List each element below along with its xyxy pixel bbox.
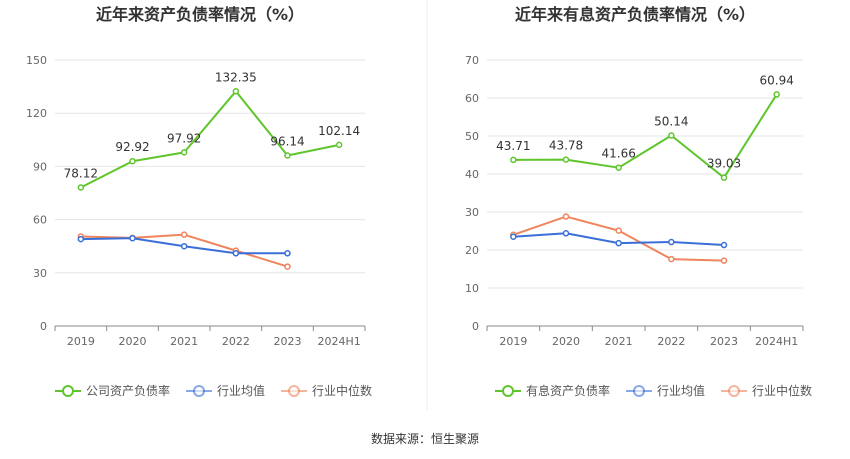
data-point: [668, 255, 675, 263]
data-point: [562, 230, 570, 237]
data-label: 96.14: [270, 135, 304, 149]
series-line: [513, 215, 725, 262]
data-point: [615, 164, 622, 171]
y-tick-label: 50: [465, 130, 479, 143]
data-point: [129, 157, 136, 165]
chart-title: 近年来资产负债率情况（%）: [96, 5, 304, 24]
data-point: [668, 132, 675, 139]
data-point: [232, 250, 240, 257]
data-point: [335, 141, 343, 149]
data-point: [284, 152, 291, 159]
y-tick-label: 0: [472, 320, 479, 333]
x-tick-label: 2021: [170, 335, 198, 348]
data-point: [720, 174, 728, 181]
legend-marker: [193, 385, 205, 397]
y-tick-label: 70: [465, 54, 479, 67]
legend-label: 行业中位数: [312, 383, 372, 398]
data-point: [615, 227, 622, 234]
series-line: [80, 90, 340, 189]
data-point: [615, 239, 622, 247]
data-point: [77, 184, 85, 191]
data-label: 97.92: [167, 131, 201, 145]
y-tick-label: 0: [40, 320, 47, 333]
data-point: [510, 156, 517, 164]
legend-marker: [728, 385, 740, 397]
x-tick-label: 2022: [222, 335, 250, 348]
legend-marker: [502, 385, 514, 397]
data-label: 39.03: [707, 157, 741, 171]
y-tick-label: 40: [465, 168, 479, 181]
series-line: [513, 93, 778, 179]
x-tick-label: 2024H1: [318, 335, 361, 348]
y-tick-label: 150: [26, 54, 47, 67]
data-point: [720, 241, 728, 249]
legend-label: 行业均值: [657, 383, 705, 398]
data-label: 60.94: [759, 73, 793, 87]
legend-marker: [288, 385, 300, 397]
y-tick-label: 30: [465, 206, 479, 219]
data-point: [77, 235, 85, 243]
source-note: 数据来源：恒生聚源: [371, 431, 479, 446]
chart-debt-ratio: 近年来资产负债率情况（%） 0 30 60 90 120 150 2019 2020 2021 20…: [26, 5, 372, 398]
y-tick-label: 120: [26, 107, 47, 120]
x-tick-label: 2020: [552, 335, 580, 348]
legend-marker: [62, 385, 74, 397]
data-point: [562, 156, 570, 163]
data-point: [562, 213, 570, 220]
x-tick-label: 2024H1: [755, 335, 798, 348]
x-tick-label: 2020: [119, 335, 147, 348]
data-label: 102.14: [318, 124, 360, 138]
data-label: 78.12: [64, 166, 98, 180]
data-label: 132.35: [215, 70, 257, 84]
x-tick-label: 2021: [605, 335, 633, 348]
data-label: 41.66: [601, 147, 635, 161]
data-point: [284, 263, 291, 270]
y-tick-label: 20: [465, 244, 479, 257]
data-point: [180, 242, 188, 250]
data-point: [510, 233, 517, 240]
x-tick-label: 2023: [710, 335, 738, 348]
legend-label: 公司资产负债率: [86, 383, 170, 398]
data-point: [180, 149, 188, 156]
data-point: [668, 238, 675, 246]
data-label: 92.92: [115, 140, 149, 154]
data-point: [773, 91, 780, 98]
x-tick-label: 2019: [67, 335, 95, 348]
chart-interest-bearing-debt-ratio: 近年来有息资产负债率情况（%） 0 10 20 30 40 50 60 70 2019 2020 20…: [465, 5, 812, 398]
data-label: 50.14: [654, 114, 688, 128]
data-point: [232, 88, 240, 95]
y-tick-label: 60: [33, 214, 47, 227]
data-point: [720, 257, 728, 264]
y-tick-label: 90: [33, 160, 47, 173]
legend-marker: [633, 385, 645, 397]
data-point: [284, 250, 291, 257]
data-label: 43.71: [496, 139, 530, 153]
data-point: [180, 231, 188, 238]
legend-label: 行业均值: [217, 383, 265, 398]
chart-title: 近年来有息资产负债率情况（%）: [515, 5, 755, 24]
y-tick-label: 60: [465, 92, 479, 105]
y-tick-label: 10: [465, 282, 479, 295]
x-tick-label: 2023: [274, 335, 302, 348]
x-tick-label: 2019: [499, 335, 527, 348]
x-tick-label: 2022: [657, 335, 685, 348]
y-tick-label: 30: [33, 267, 47, 280]
legend-label: 有息资产负债率: [526, 383, 610, 398]
data-label: 43.78: [549, 139, 583, 153]
legend-label: 行业中位数: [752, 383, 812, 398]
data-point: [129, 234, 136, 242]
